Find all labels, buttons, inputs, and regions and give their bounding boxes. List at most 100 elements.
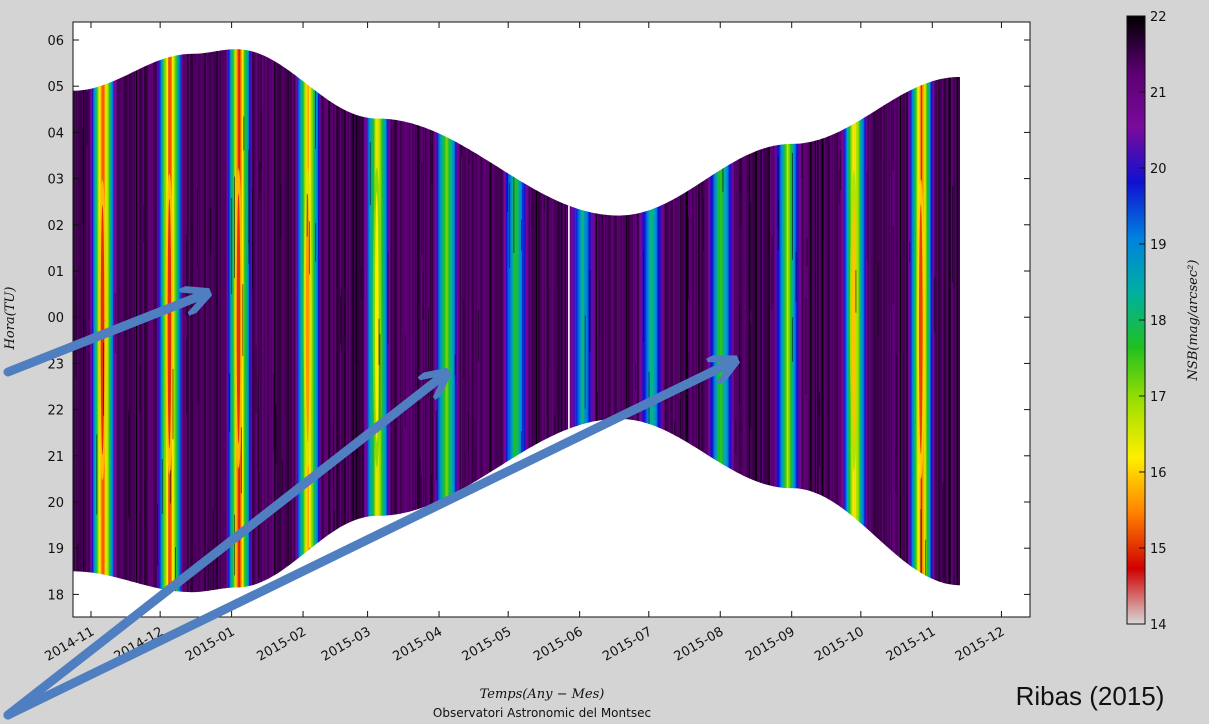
heatmap-speck [77,543,79,593]
heatmap-cell [386,49,388,593]
heatmap-cell [200,49,203,593]
heatmap-cell [660,49,663,593]
heatmap-cell [765,49,767,593]
heatmap-cell [214,49,217,593]
heatmap-cell [620,49,622,593]
heatmap-cell [295,49,297,593]
heatmap-cell [311,49,313,593]
heatmap-cell [564,49,567,593]
heatmap-cell [391,49,394,593]
heatmap-cell [121,49,123,593]
y-tick-label: 03 [47,173,64,188]
heatmap-speck [157,504,158,566]
heatmap-cell [947,49,950,593]
heatmap-cell [578,49,581,593]
heatmap-cell [76,49,78,593]
heatmap-cell [369,49,372,593]
heatmap-cell [459,49,462,593]
heatmap-cell [943,49,946,593]
heatmap-cell [732,49,735,593]
heatmap-speck [866,171,868,260]
heatmap-speck [478,309,479,362]
heatmap-cell [573,49,576,593]
heatmap-cell [745,49,748,593]
heatmap-cell [545,49,547,593]
heatmap-cell [87,49,90,593]
heatmap-speck [735,419,737,455]
heatmap-cell [349,49,351,593]
heatmap-cell [510,49,513,593]
heatmap-cell [455,49,457,593]
heatmap-cell [503,49,506,593]
heatmap-cell [586,49,589,593]
heatmap-speck [75,277,77,380]
heatmap-cell [722,49,725,593]
heatmap-speck [855,269,857,313]
heatmap-cell [958,49,961,593]
heatmap-cell [882,49,885,593]
heatmap-cell [866,49,869,593]
heatmap-cell [490,49,493,593]
heatmap-cell [900,49,902,593]
heatmap-cell [713,49,716,593]
heatmap-cell [773,49,776,593]
heatmap-cell [870,49,872,593]
heatmap-cell [699,49,702,593]
heatmap-cell [278,49,281,593]
heatmap-cell [314,49,317,593]
heatmap-cell [706,49,709,593]
heatmap-cell [811,49,814,593]
heatmap-cell [213,49,215,593]
heatmap-speck [422,272,424,320]
heatmap-cell [924,49,926,593]
heatmap-cell [692,49,695,593]
heatmap-speck [257,376,259,471]
heatmap-cell [825,49,827,593]
heatmap-cell [865,49,868,593]
heatmap-cell [701,49,704,593]
heatmap-cell [337,49,340,593]
heatmap-cell [108,49,111,593]
heatmap-cell [894,49,897,593]
heatmap-speck [197,307,199,405]
heatmap-speck [196,187,198,267]
heatmap-cell [901,49,903,593]
heatmap-cell [833,49,835,593]
heatmap-cell [501,49,504,593]
heatmap-cell [394,49,396,593]
heatmap-cell [843,49,846,593]
heatmap-cell [403,49,406,593]
heatmap-cell [898,49,901,593]
heatmap-cell [454,49,456,593]
x-tick-label: 2015-04 [390,624,445,664]
heatmap-cell [268,49,271,593]
heatmap-cell [289,49,291,593]
heatmap-cell [669,49,672,593]
heatmap-cell [629,49,631,593]
heatmap-cell [352,49,355,593]
heatmap-cell [357,49,359,593]
heatmap-speck [210,207,212,255]
heatmap-speck [281,460,283,505]
heatmap-cell [871,49,873,593]
bright-band-peak [305,192,310,443]
heatmap-cell [617,49,620,593]
heatmap-cell [380,49,383,593]
heatmap-cell [106,49,108,593]
heatmap-cell [221,49,223,593]
heatmap-speck [404,334,406,427]
bright-band-peak [236,193,241,444]
heatmap-cell [830,49,833,593]
heatmap-cell [834,49,837,593]
heatmap-cell [420,49,423,593]
heatmap-cell [231,49,234,593]
heatmap-cell [161,49,164,593]
heatmap-speck [242,284,244,356]
heatmap-cell [858,49,861,593]
heatmap-cell [523,49,525,593]
heatmap-speck [474,420,476,486]
heatmap-speck [771,236,773,310]
heatmap-cell [762,49,765,593]
heatmap-cell [663,49,666,593]
heatmap-cell [192,49,195,593]
